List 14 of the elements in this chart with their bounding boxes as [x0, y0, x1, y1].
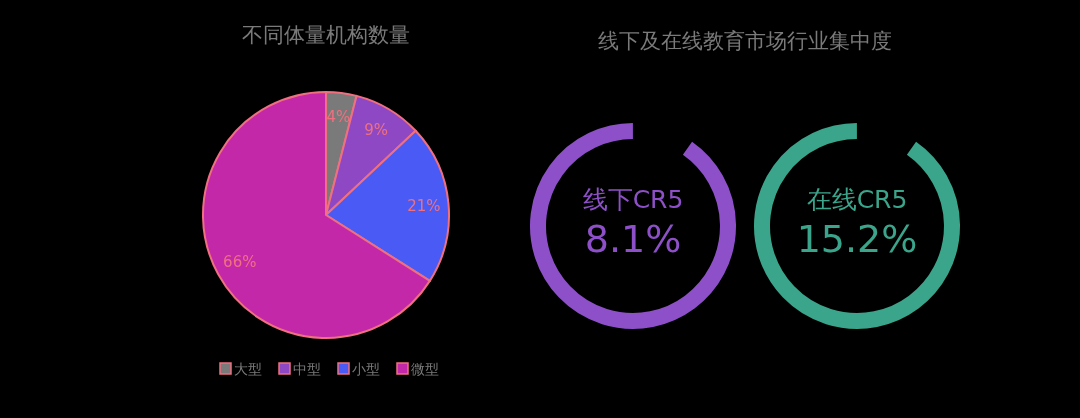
legend-label: 微型 [411, 361, 439, 377]
legend-label: 大型 [234, 361, 262, 377]
data-label: 21% [407, 196, 441, 215]
chart-title: 不同体量机构数量 [242, 23, 410, 47]
text: 在线CR5 [806, 185, 908, 214]
text: 8.1% [584, 217, 682, 261]
legend-label: 中型 [293, 361, 321, 377]
data-label: 66% [223, 253, 257, 272]
text: 15.2% [796, 217, 918, 261]
text: 线下CR5 [582, 185, 684, 214]
data-label: 9% [364, 121, 388, 140]
legend-label: 小型 [352, 361, 380, 377]
data-label: 4% [326, 108, 351, 127]
text: 线下及在线教育市场行业集中度 [598, 29, 892, 53]
